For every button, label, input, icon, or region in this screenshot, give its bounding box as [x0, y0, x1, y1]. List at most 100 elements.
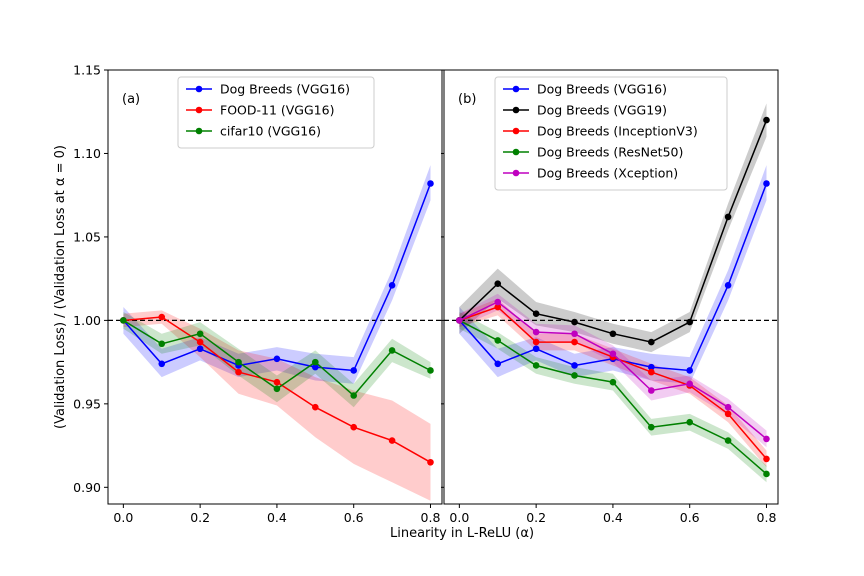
data-point: [763, 116, 770, 124]
y-tick-label: 0.95: [73, 396, 101, 411]
data-point: [158, 313, 166, 321]
legend-marker: [512, 148, 520, 156]
data-point: [724, 403, 732, 411]
data-point: [494, 337, 502, 344]
legend-entry: Dog Breeds (InceptionV3): [537, 124, 698, 139]
legend-marker: [512, 127, 520, 135]
x-tick-label: 0.2: [190, 510, 210, 525]
data-point: [571, 372, 578, 379]
data-point: [532, 310, 540, 318]
data-point: [273, 378, 281, 386]
data-point: [427, 367, 434, 374]
band-4: [459, 312, 767, 483]
data-point: [235, 368, 242, 376]
data-point: [532, 338, 540, 346]
data-point: [350, 392, 358, 399]
data-point: [571, 362, 578, 369]
data-point: [273, 355, 281, 363]
data-point: [724, 213, 732, 221]
data-point: [312, 358, 319, 366]
data-point: [724, 437, 732, 444]
data-point: [494, 280, 502, 287]
x-tick-label: 0.4: [603, 510, 623, 525]
data-point: [196, 330, 204, 338]
data-point: [571, 330, 578, 338]
legend-marker: [195, 85, 203, 93]
data-point: [763, 435, 770, 443]
data-point: [196, 338, 204, 346]
data-point: [763, 455, 770, 463]
data-point: [609, 330, 617, 338]
legend-box: [494, 76, 728, 191]
legend-marker: [512, 106, 520, 114]
data-point: [532, 328, 540, 336]
x-axis-label: Linearity in L-ReLU (α): [390, 526, 534, 541]
data-point: [763, 470, 770, 478]
legend-marker: [195, 127, 203, 135]
y-tick-label: 0.90: [73, 480, 101, 495]
panel-a: 0.0 0.2 0.4 0.6 0.8 0.90 0.95 1.00 1.05 1.10 1.15 (…: [73, 63, 443, 525]
data-point: [763, 180, 770, 187]
data-point: [456, 317, 463, 324]
band-2: [123, 310, 431, 501]
x-tick-label: 0.6: [680, 510, 700, 525]
data-point: [609, 378, 617, 386]
band-1: [459, 165, 767, 384]
x-tick-label: 0.8: [757, 510, 777, 525]
data-point: [648, 368, 655, 376]
band-1: [123, 165, 431, 384]
x-tick-label: 0.8: [421, 510, 441, 525]
data-point: [350, 423, 358, 431]
data-point: [273, 385, 281, 393]
data-point: [648, 338, 655, 346]
data-point: [235, 358, 242, 366]
data-point: [388, 282, 396, 289]
legend-entry: FOOD-11 (VGG16): [220, 103, 334, 118]
y-tick-label: 1.05: [73, 229, 101, 244]
y-tick-label: 1.15: [73, 63, 101, 78]
data-point: [648, 423, 655, 431]
data-point: [494, 298, 502, 306]
axes-frame: [443, 69, 779, 505]
legend-marker: [512, 169, 520, 177]
y-tick-label: 1.10: [73, 146, 101, 161]
legend-entry: Dog Breeds (VGG16): [220, 82, 350, 97]
data-point: [158, 360, 166, 368]
data-point: [388, 437, 396, 444]
data-point: [350, 367, 358, 374]
legend-box: [177, 76, 375, 149]
data-point: [571, 318, 578, 326]
data-point: [686, 318, 694, 326]
panel-label: (b): [458, 92, 476, 107]
data-point: [158, 340, 166, 348]
data-point: [427, 180, 434, 187]
data-point: [312, 403, 319, 411]
data-point: [494, 360, 502, 368]
data-point: [532, 345, 540, 353]
legend-marker: [512, 85, 520, 93]
legend-entry: Dog Breeds (VGG19): [537, 103, 667, 118]
x-tick-label: 0.4: [267, 510, 287, 525]
legend-entry: Dog Breeds (Xception): [537, 166, 678, 181]
data-point: [494, 303, 502, 311]
x-tick-label: 0.0: [449, 510, 469, 525]
panel-label: (a): [122, 92, 140, 107]
data-point: [388, 347, 396, 354]
data-point: [724, 282, 732, 289]
x-tick-label: 0.6: [344, 510, 364, 525]
data-point: [686, 367, 694, 374]
data-point: [312, 363, 319, 371]
legend-entry: Dog Breeds (ResNet50): [537, 145, 683, 160]
data-point: [648, 363, 655, 371]
data-point: [648, 387, 655, 394]
y-tick-label: 1.00: [73, 313, 101, 328]
x-tick-label: 0.0: [113, 510, 133, 525]
data-point: [427, 458, 434, 466]
data-point: [686, 418, 694, 426]
x-tick-label: 0.2: [526, 510, 546, 525]
data-point: [120, 317, 127, 324]
data-point: [571, 338, 578, 346]
legend-marker: [195, 106, 203, 114]
data-point: [724, 410, 732, 418]
